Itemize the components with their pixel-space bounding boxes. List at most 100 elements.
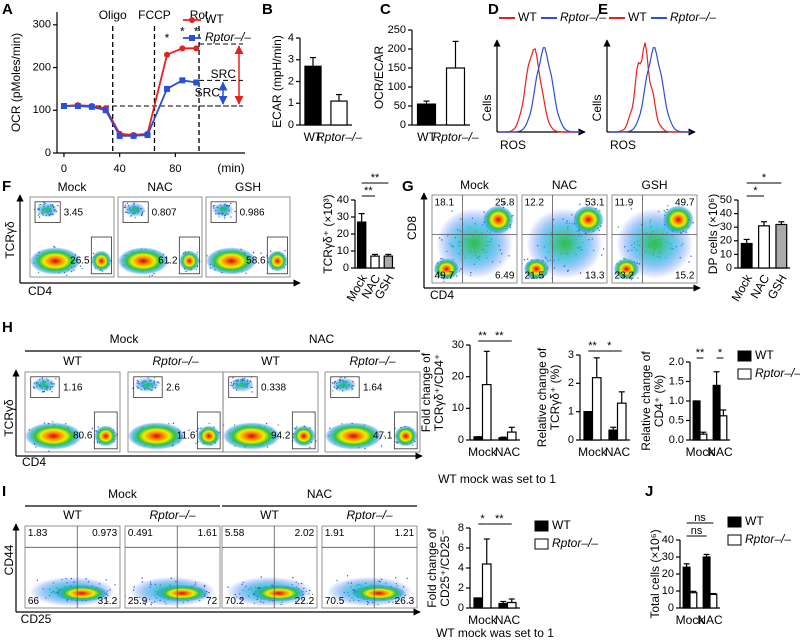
gate bbox=[93, 411, 118, 450]
y-axis-label: Relative change of bbox=[535, 347, 549, 447]
y-tick-label: 0 bbox=[568, 434, 574, 446]
y-tick-label: 50 bbox=[720, 194, 732, 206]
point bbox=[102, 107, 109, 114]
event-dot bbox=[37, 271, 40, 274]
population-density bbox=[206, 247, 257, 275]
quadrant-frequency: 1.91 bbox=[325, 528, 345, 539]
bar bbox=[481, 383, 492, 441]
bar bbox=[699, 433, 708, 441]
y-tick-label: 10 bbox=[452, 402, 464, 414]
quadrant-frequency: 49.7 bbox=[675, 198, 695, 209]
event-dot bbox=[188, 429, 190, 432]
point bbox=[193, 79, 200, 86]
event-dot bbox=[311, 593, 314, 596]
panel-label: H bbox=[2, 319, 13, 336]
quadrant-frequency: 0.491 bbox=[128, 528, 153, 539]
population-density bbox=[179, 250, 200, 272]
event-dot bbox=[394, 600, 397, 603]
histogram-curve bbox=[499, 48, 581, 133]
bar bbox=[383, 255, 394, 269]
plot-title: NAC bbox=[552, 178, 578, 192]
point bbox=[116, 132, 123, 139]
point bbox=[193, 45, 200, 52]
event-dot bbox=[315, 440, 317, 442]
flow-plot bbox=[326, 575, 413, 608]
legend-swatch bbox=[737, 368, 752, 380]
y-axis-label: Total cells (×10⁶) bbox=[648, 529, 662, 618]
event-dot bbox=[383, 435, 386, 438]
population-density bbox=[483, 205, 514, 234]
bar bbox=[506, 431, 517, 441]
population-density bbox=[229, 377, 255, 392]
panel-label: A bbox=[2, 1, 13, 18]
y-tick-label: 250 bbox=[388, 24, 406, 36]
y-tick-label: 1.0 bbox=[669, 395, 684, 407]
event-dot bbox=[346, 575, 349, 577]
x-tick-label: Rptor–/– bbox=[432, 130, 478, 144]
population-density bbox=[573, 205, 604, 234]
event-dot bbox=[458, 270, 461, 272]
flow-plot bbox=[433, 202, 514, 283]
y-tick-label: 40 bbox=[662, 534, 674, 546]
event-dot bbox=[197, 427, 200, 430]
x-tick-label: NAC bbox=[697, 613, 723, 627]
y-tick-label: 0 bbox=[458, 602, 464, 614]
event-dot bbox=[630, 279, 633, 281]
quadrant-frequency: 1.21 bbox=[395, 528, 415, 539]
y-tick-label: 100 bbox=[33, 104, 51, 116]
bar bbox=[498, 602, 509, 609]
y-tick-label: 10 bbox=[662, 585, 674, 597]
gate bbox=[266, 236, 288, 275]
event-dot bbox=[208, 422, 210, 425]
y-axis-label: OCR/ECAR bbox=[372, 45, 386, 109]
subgroup-header: WT bbox=[260, 508, 279, 522]
quadrant-frequency: 1.83 bbox=[28, 528, 48, 539]
event-dot bbox=[255, 586, 257, 589]
flow-plot bbox=[25, 377, 119, 452]
legend-label: WT bbox=[552, 518, 571, 532]
gate bbox=[122, 201, 149, 224]
x-tick-label: WT bbox=[304, 130, 323, 144]
y-tick-label: 300 bbox=[33, 19, 51, 31]
bar bbox=[689, 592, 698, 609]
y-tick-label: 0 bbox=[343, 262, 349, 274]
event-dot bbox=[601, 254, 603, 256]
x-tick-label: NAC bbox=[495, 445, 521, 459]
significance-label: ** bbox=[588, 340, 597, 352]
point bbox=[60, 103, 67, 109]
event-dot bbox=[203, 586, 206, 588]
group-header: NAC bbox=[307, 487, 333, 501]
x-tick-label: WT bbox=[417, 130, 436, 144]
legend-label: Rptor–/– bbox=[745, 532, 791, 546]
plot-frame bbox=[324, 371, 421, 453]
y-axis-label: CD25⁺/CD25⁻ bbox=[438, 529, 452, 606]
x-axis-label: CD25 bbox=[21, 612, 52, 626]
flow-plot bbox=[613, 205, 694, 281]
footnote: WT mock was set to 1 bbox=[438, 472, 556, 486]
significance-label: * bbox=[753, 185, 758, 197]
event-dot bbox=[404, 594, 407, 596]
significance-label: ns bbox=[694, 512, 706, 524]
x-axis-label: CD4 bbox=[430, 288, 454, 302]
event-dot bbox=[336, 579, 338, 582]
quadrant-frequency: 11.9 bbox=[615, 198, 634, 209]
gate-frequency: 58.6 bbox=[246, 256, 266, 267]
population-density bbox=[35, 202, 58, 217]
legend-label: WT bbox=[755, 348, 774, 362]
flow-plot bbox=[223, 376, 317, 450]
bar bbox=[775, 223, 788, 269]
bar bbox=[740, 242, 753, 269]
significance-label: ** bbox=[371, 172, 380, 184]
bar bbox=[445, 67, 466, 126]
quadrant-frequency: 5.58 bbox=[225, 528, 245, 539]
event-dot bbox=[293, 427, 295, 430]
population-density bbox=[25, 422, 82, 450]
significance-label: * bbox=[607, 340, 612, 352]
event-dot bbox=[265, 422, 268, 425]
y-tick-label: 50 bbox=[394, 100, 406, 112]
y-axis-label: CD8 bbox=[405, 216, 419, 240]
y-axis-label: CD44 bbox=[2, 544, 16, 575]
y-tick-label: 4 bbox=[288, 32, 294, 44]
event-dot bbox=[134, 217, 136, 219]
